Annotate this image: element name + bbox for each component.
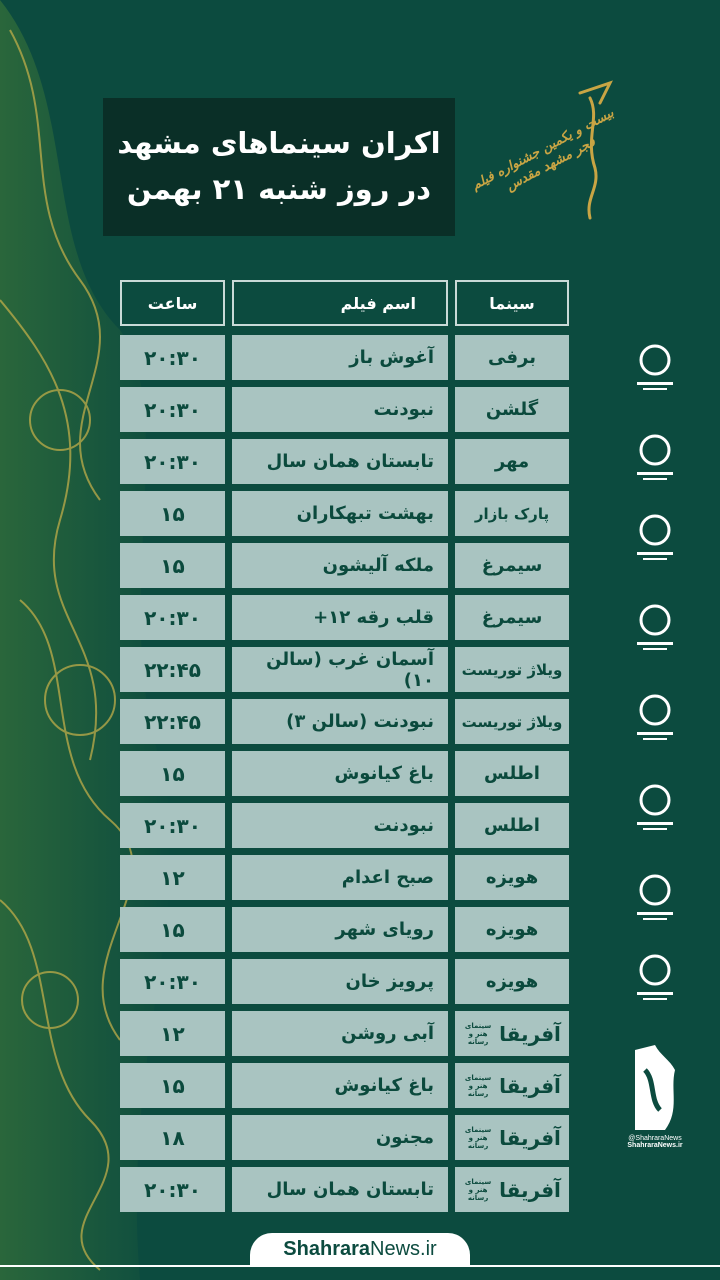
header-cinema: سینما — [455, 280, 569, 326]
time-cell: ۱۲ — [120, 855, 225, 900]
afarinesh-logo — [600, 950, 710, 1005]
time-cell: ۲۰:۳۰ — [120, 803, 225, 848]
footer-divider — [0, 1265, 720, 1267]
time-cell: ۲۲:۴۵ — [120, 699, 225, 744]
cinema-cell: آفریقا سینمای هنر و رسانه — [455, 1115, 569, 1160]
film-cell: قلب رقه ۱۲+ — [232, 595, 448, 640]
cinema-cell: ویلاژ توریست — [455, 647, 569, 692]
iran-emblem-logo — [600, 340, 710, 395]
time-cell: ۲۰:۳۰ — [120, 959, 225, 1004]
cinema-cell: هویزه — [455, 959, 569, 1004]
film-cell: ملکه آلیشون — [232, 543, 448, 588]
time-cell: ۱۵ — [120, 491, 225, 536]
film-cell: باغ کیانوش — [232, 751, 448, 796]
page-title: اکران سینماهای مشهد در روز شنبه ۲۱ بهمن — [103, 98, 455, 236]
cinema-cell: پارک بازار — [455, 491, 569, 536]
bank-logo — [600, 870, 710, 925]
film-cell: بهشت تبهکاران — [232, 491, 448, 536]
title-line-1: اکران سینماهای مشهد — [117, 126, 441, 160]
cinema-cell: هویزه — [455, 855, 569, 900]
film-cell: مجنون — [232, 1115, 448, 1160]
film-cell: پرویز خان — [232, 959, 448, 1004]
municipality-logo — [600, 780, 710, 835]
shahrara-logo: @ShahraraNews ShahraraNews.ir — [600, 1040, 710, 1149]
cinema-cell: سیمرغ — [455, 595, 569, 640]
documentary-society-logo — [600, 600, 710, 655]
cinema-cell: ویلاژ توریست — [455, 699, 569, 744]
film-cell: آسمان غرب (سالن ۱۰) — [232, 647, 448, 692]
cinema-name: آفریقا — [499, 1021, 561, 1046]
time-cell: ۲۲:۴۵ — [120, 647, 225, 692]
film-cell: آغوش باز — [232, 335, 448, 380]
time-cell: ۱۸ — [120, 1115, 225, 1160]
film-cell: تابستان همان سال — [232, 439, 448, 484]
footer-brand: Shahrara News.ir — [250, 1233, 470, 1265]
film-cell: نبودنت — [232, 803, 448, 848]
calligraphy-logo — [600, 510, 710, 565]
cinema-subtitle: سینمای هنر و رسانه — [464, 1177, 492, 1202]
film-cell: تابستان همان سال — [232, 1167, 448, 1212]
cinema-subtitle: سینمای هنر و رسانه — [464, 1073, 492, 1098]
farabi-foundation-logo — [600, 690, 710, 745]
cinema-cell: اطلس — [455, 803, 569, 848]
cinema-subtitle: سینمای هنر و رسانه — [464, 1125, 492, 1150]
cinema-name: آفریقا — [499, 1073, 561, 1098]
cinema-cell: مهر — [455, 439, 569, 484]
time-cell: ۲۰:۳۰ — [120, 335, 225, 380]
time-cell: ۱۲ — [120, 1011, 225, 1056]
time-cell: ۱۵ — [120, 1063, 225, 1108]
cinema-cell: هویزه — [455, 907, 569, 952]
film-cell: باغ کیانوش — [232, 1063, 448, 1108]
cinema-cell: سیمرغ — [455, 543, 569, 588]
header-time: ساعت — [120, 280, 225, 326]
time-cell: ۲۰:۳۰ — [120, 439, 225, 484]
film-cell: صبح اعدام — [232, 855, 448, 900]
shahrara-caption-2: ShahraraNews.ir — [627, 1142, 683, 1149]
shahrara-caption-1: @ShahraraNews — [628, 1135, 682, 1142]
film-cell: رویای شهر — [232, 907, 448, 952]
time-cell: ۱۵ — [120, 751, 225, 796]
gas-company-logo — [600, 430, 710, 485]
cinema-name: آفریقا — [499, 1125, 561, 1150]
cinema-name: آفریقا — [499, 1177, 561, 1202]
cinema-cell: آفریقا سینمای هنر و رسانه — [455, 1011, 569, 1056]
footer-brand-rest: News.ir — [370, 1237, 437, 1260]
title-line-2: در روز شنبه ۲۱ بهمن — [126, 172, 432, 206]
header-film: اسم فیلم — [232, 280, 448, 326]
time-cell: ۱۵ — [120, 543, 225, 588]
cinema-cell: آفریقا سینمای هنر و رسانه — [455, 1167, 569, 1212]
cinema-cell: گلشن — [455, 387, 569, 432]
film-cell: آبی روشن — [232, 1011, 448, 1056]
fajr-festival-logo — [578, 80, 613, 220]
cinema-subtitle: سینمای هنر و رسانه — [464, 1021, 492, 1046]
film-cell: نبودنت (سالن ۳) — [232, 699, 448, 744]
film-cell: نبودنت — [232, 387, 448, 432]
cinema-cell: آفریقا سینمای هنر و رسانه — [455, 1063, 569, 1108]
time-cell: ۲۰:۳۰ — [120, 1167, 225, 1212]
footer-brand-bold: Shahrara — [283, 1237, 371, 1260]
cinema-cell: برفی — [455, 335, 569, 380]
cinema-cell: اطلس — [455, 751, 569, 796]
time-cell: ۲۰:۳۰ — [120, 595, 225, 640]
time-cell: ۱۵ — [120, 907, 225, 952]
time-cell: ۲۰:۳۰ — [120, 387, 225, 432]
